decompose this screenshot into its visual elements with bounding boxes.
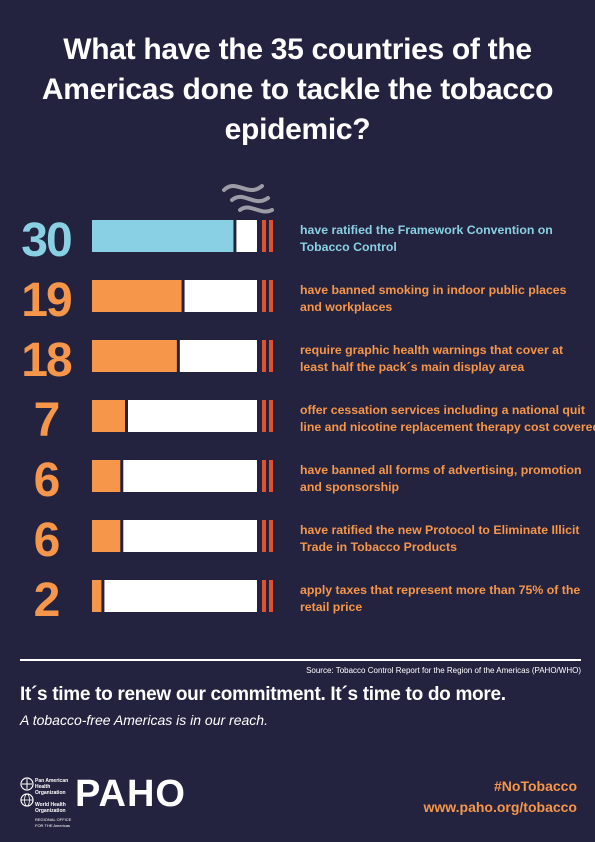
regional-office: REGIONAL OFFICE FOR THE Americas bbox=[35, 817, 72, 828]
value-label: 18 bbox=[21, 334, 72, 387]
commitment-subheading: A tobacco-free Americas is in our reach. bbox=[20, 712, 268, 728]
paho-who-emblems-icon bbox=[20, 777, 34, 807]
bar-tip bbox=[262, 460, 266, 492]
bar-remainder bbox=[128, 400, 257, 432]
row-description-line2: retail price bbox=[300, 600, 362, 614]
value-label: 30 bbox=[21, 214, 71, 267]
row-description-line2: Trade in Tobacco Products bbox=[300, 540, 457, 554]
row-description-line1: have banned all forms of advertising, pr… bbox=[300, 463, 582, 477]
divider bbox=[20, 659, 581, 661]
paho-logo-wordmark: PAHO bbox=[75, 773, 186, 815]
bar-tip bbox=[269, 460, 273, 492]
bar-tip bbox=[269, 220, 273, 252]
bar-tip bbox=[269, 580, 273, 612]
org-names: Pan American Health Organization World H… bbox=[35, 778, 75, 829]
bar-tip bbox=[262, 580, 266, 612]
page-title: What have the 35 countries of the Americ… bbox=[41, 33, 554, 146]
bar-remainder bbox=[104, 580, 257, 612]
bar-tip bbox=[269, 280, 273, 312]
bar-value bbox=[92, 280, 182, 312]
value-label: 19 bbox=[21, 274, 71, 327]
smoke-wisp bbox=[222, 184, 264, 192]
bar-remainder bbox=[184, 280, 257, 312]
bar-value bbox=[92, 400, 125, 432]
website-link[interactable]: www.paho.org/tobacco bbox=[423, 799, 578, 815]
bar-tip bbox=[262, 340, 266, 372]
bar-tip bbox=[262, 400, 266, 432]
value-label: 2 bbox=[34, 574, 59, 620]
bar-remainder bbox=[123, 460, 258, 492]
smoke-wisp bbox=[230, 194, 270, 204]
bar-remainder bbox=[179, 340, 257, 372]
source-note: Source: Tobacco Control Report for the R… bbox=[306, 666, 581, 675]
bar-value bbox=[92, 520, 121, 552]
row-description-line2: and workplaces bbox=[300, 300, 392, 314]
row-description-line1: have banned smoking in indoor public pla… bbox=[300, 283, 567, 297]
bar-tip bbox=[269, 340, 273, 372]
bar-value bbox=[92, 340, 177, 372]
smoke-wisp bbox=[238, 205, 274, 214]
hashtag: #NoTobacco bbox=[494, 778, 577, 794]
row-description-line1: have ratified the new Protocol to Elimin… bbox=[300, 523, 579, 537]
paho-name: Pan American Health Organization bbox=[35, 778, 69, 796]
smoke-icon bbox=[222, 184, 274, 214]
bar-tip bbox=[269, 400, 273, 432]
row-description-line2: and sponsorship bbox=[300, 480, 399, 494]
row-description-line1: offer cessation services including a nat… bbox=[300, 403, 585, 417]
row-description-line1: require graphic health warnings that cov… bbox=[300, 343, 563, 357]
row-description-line2: least half the pack´s main display area bbox=[300, 360, 524, 374]
bar-remainder bbox=[123, 520, 258, 552]
row-description-line2: Tobacco Control bbox=[300, 240, 397, 254]
who-name: World Health Organization bbox=[35, 802, 66, 814]
value-label: 6 bbox=[34, 514, 59, 567]
bar-remainder bbox=[236, 220, 257, 252]
row-description-line1: have ratified the Framework Convention o… bbox=[300, 223, 553, 237]
cigarette-bar-chart: 30 have ratified the Framework Convention… bbox=[21, 184, 595, 620]
commitment-heading: It´s time to renew our commitment. It´s … bbox=[20, 684, 506, 705]
row-description-line1: apply taxes that represent more than 75%… bbox=[300, 583, 580, 597]
bar-value bbox=[92, 220, 234, 252]
value-label: 7 bbox=[34, 394, 59, 447]
bar-value bbox=[92, 460, 121, 492]
bar-tip bbox=[262, 520, 266, 552]
bar-tip bbox=[269, 520, 273, 552]
bar-value bbox=[92, 580, 102, 612]
bar-tip bbox=[262, 280, 266, 312]
value-label: 6 bbox=[34, 454, 59, 507]
bar-tip bbox=[262, 220, 266, 252]
row-description-line2: line and nicotine replacement therapy co… bbox=[300, 420, 595, 434]
